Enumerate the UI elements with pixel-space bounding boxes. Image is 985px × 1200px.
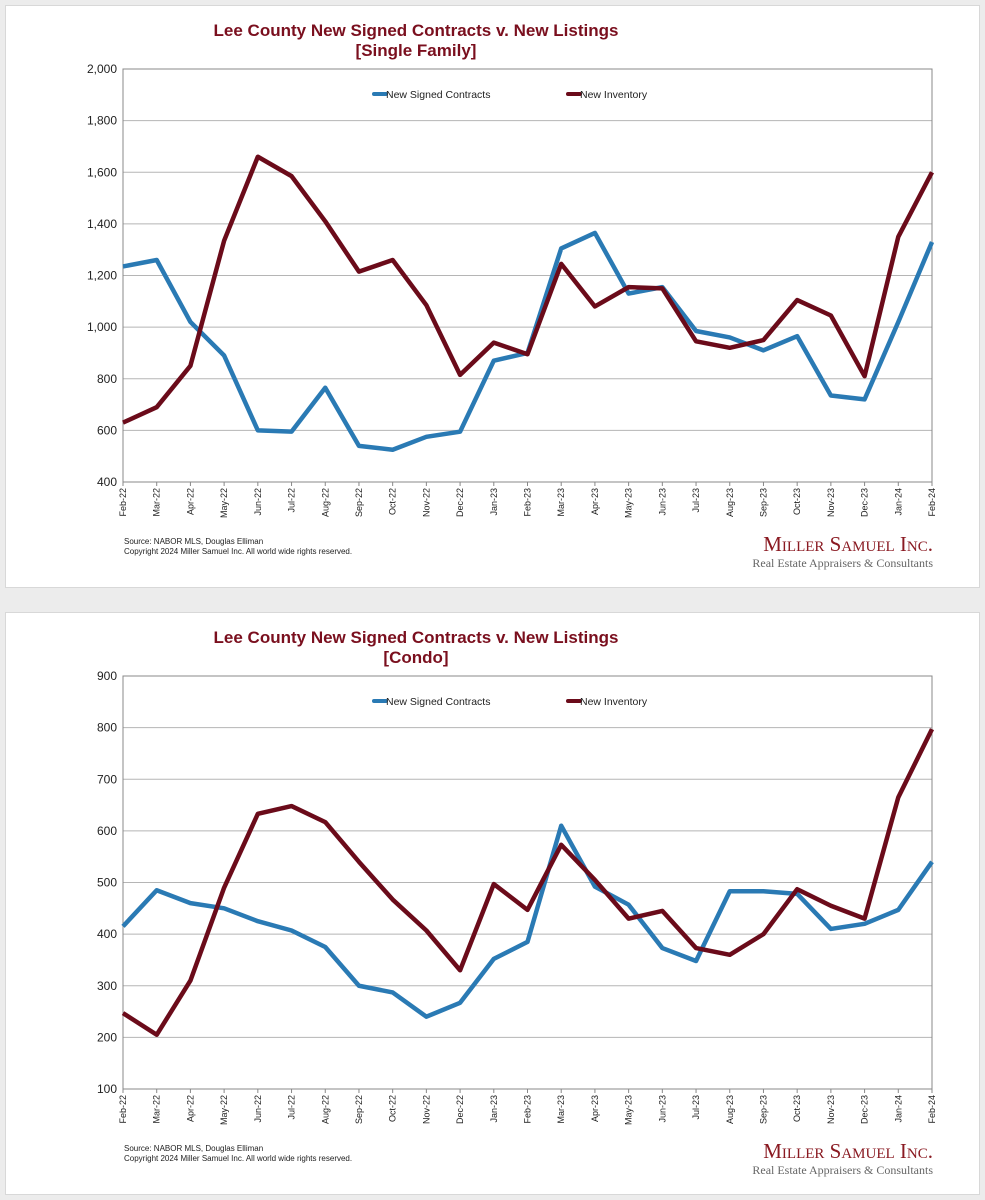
x-tick-label: Mar-22 (152, 1095, 162, 1124)
x-tick-label: Apr-23 (590, 1095, 600, 1122)
x-tick-label: Feb-22 (118, 1095, 128, 1124)
x-tick-label: Sep-23 (758, 1095, 768, 1124)
y-tick-label: 100 (97, 1082, 117, 1096)
x-tick-label: Mar-22 (152, 488, 162, 517)
y-tick-label: 400 (97, 475, 117, 489)
logo-tagline: Real Estate Appraisers & Consultants (752, 1163, 933, 1177)
x-tick-label: Sep-23 (758, 488, 768, 517)
chart-panel-single-family: Lee County New Signed Contracts v. New L… (5, 5, 980, 588)
x-tick-label: Dec-22 (455, 488, 465, 517)
x-tick-label: Jul-23 (691, 1095, 701, 1120)
x-tick-label: Apr-22 (185, 1095, 195, 1122)
y-tick-label: 1,200 (87, 269, 117, 283)
x-tick-label: Nov-22 (421, 1095, 431, 1124)
x-tick-label: Aug-22 (320, 488, 330, 517)
y-tick-label: 200 (97, 1030, 117, 1044)
series-line-new-inventory (121, 728, 935, 1038)
x-tick-label: Dec-22 (455, 1095, 465, 1124)
x-tick-label: Nov-23 (826, 488, 836, 517)
x-tick-label: Oct-22 (388, 1095, 398, 1122)
x-tick-label: Mar-23 (556, 1095, 566, 1124)
x-tick-label: May-23 (624, 488, 634, 518)
x-tick-label: Jan-24 (893, 488, 903, 516)
x-tick-label: Apr-22 (185, 488, 195, 515)
x-tick-label: Feb-22 (118, 488, 128, 517)
y-tick-label: 600 (97, 423, 117, 437)
series-line-new-inventory (122, 154, 934, 425)
x-tick-label: Aug-22 (320, 1095, 330, 1124)
x-tick-label: Jun-23 (657, 488, 667, 516)
y-tick-label: 800 (97, 372, 117, 386)
x-tick-label: Jun-22 (253, 1095, 263, 1123)
y-tick-label: 400 (97, 927, 117, 941)
x-tick-label: May-22 (219, 1095, 229, 1125)
x-tick-label: Dec-23 (860, 1095, 870, 1124)
y-tick-label: 700 (97, 772, 117, 786)
x-tick-label: Nov-22 (421, 488, 431, 517)
logo-tagline: Real Estate Appraisers & Consultants (752, 556, 933, 570)
legend-label: New Inventory (580, 696, 648, 708)
x-tick-label: Sep-22 (354, 1095, 364, 1124)
y-tick-label: 500 (97, 876, 117, 890)
x-tick-label: Apr-23 (590, 488, 600, 515)
chart-panel-condo: Lee County New Signed Contracts v. New L… (5, 612, 980, 1195)
source-note: Source: NABOR MLS, Douglas Elliman (124, 537, 263, 546)
x-tick-label: Jan-23 (489, 1095, 499, 1123)
chart-title: Lee County New Signed Contracts v. New L… (214, 628, 619, 647)
x-tick-label: Aug-23 (725, 1095, 735, 1124)
y-tick-label: 1,000 (87, 320, 117, 334)
x-tick-label: Sep-22 (354, 488, 364, 517)
x-tick-label: May-23 (624, 1095, 634, 1125)
x-tick-label: Feb-24 (927, 1095, 937, 1124)
copyright-note: Copyright 2024 Miller Samuel Inc. All wo… (124, 547, 352, 556)
x-tick-label: Feb-23 (523, 488, 533, 517)
series-line-new-signed-contracts (121, 823, 934, 1019)
legend-label: New Inventory (580, 89, 648, 101)
y-tick-label: 900 (97, 669, 117, 683)
x-tick-label: May-22 (219, 488, 229, 518)
x-tick-label: Jan-24 (893, 1095, 903, 1123)
y-tick-label: 1,400 (87, 217, 117, 231)
x-tick-label: Nov-23 (826, 1095, 836, 1124)
chart-condo: Lee County New Signed Contracts v. New L… (97, 628, 937, 1177)
y-tick-label: 1,600 (87, 165, 117, 179)
x-tick-label: Feb-23 (523, 1095, 533, 1124)
x-tick-label: Jul-23 (691, 488, 701, 513)
x-tick-label: Dec-23 (860, 488, 870, 517)
chart-subtitle: [Single Family] (356, 41, 477, 60)
x-tick-label: Oct-23 (792, 488, 802, 515)
logo: Miller Samuel Inc. (763, 532, 933, 556)
series-line-new-signed-contracts (122, 230, 935, 452)
chart-title: Lee County New Signed Contracts v. New L… (214, 21, 619, 40)
x-tick-label: Oct-23 (792, 1095, 802, 1122)
chart-subtitle: [Condo] (383, 648, 448, 667)
y-tick-label: 600 (97, 824, 117, 838)
x-tick-label: Feb-24 (927, 488, 937, 517)
x-tick-label: Oct-22 (388, 488, 398, 515)
x-tick-label: Aug-23 (725, 488, 735, 517)
copyright-note: Copyright 2024 Miller Samuel Inc. All wo… (124, 1154, 352, 1163)
x-tick-label: Jun-23 (657, 1095, 667, 1123)
x-tick-label: Mar-23 (556, 488, 566, 517)
logo: Miller Samuel Inc. (763, 1139, 933, 1163)
source-note: Source: NABOR MLS, Douglas Elliman (124, 1144, 263, 1153)
y-tick-label: 800 (97, 721, 117, 735)
x-tick-label: Jul-22 (287, 488, 297, 513)
x-tick-label: Jul-22 (287, 1095, 297, 1120)
chart-single-family: Lee County New Signed Contracts v. New L… (87, 21, 937, 570)
x-tick-label: Jun-22 (253, 488, 263, 516)
y-tick-label: 2,000 (87, 62, 117, 76)
x-tick-label: Jan-23 (489, 488, 499, 516)
legend-label: New Signed Contracts (386, 696, 490, 708)
y-tick-label: 300 (97, 979, 117, 993)
y-tick-label: 1,800 (87, 114, 117, 128)
legend-label: New Signed Contracts (386, 89, 490, 101)
